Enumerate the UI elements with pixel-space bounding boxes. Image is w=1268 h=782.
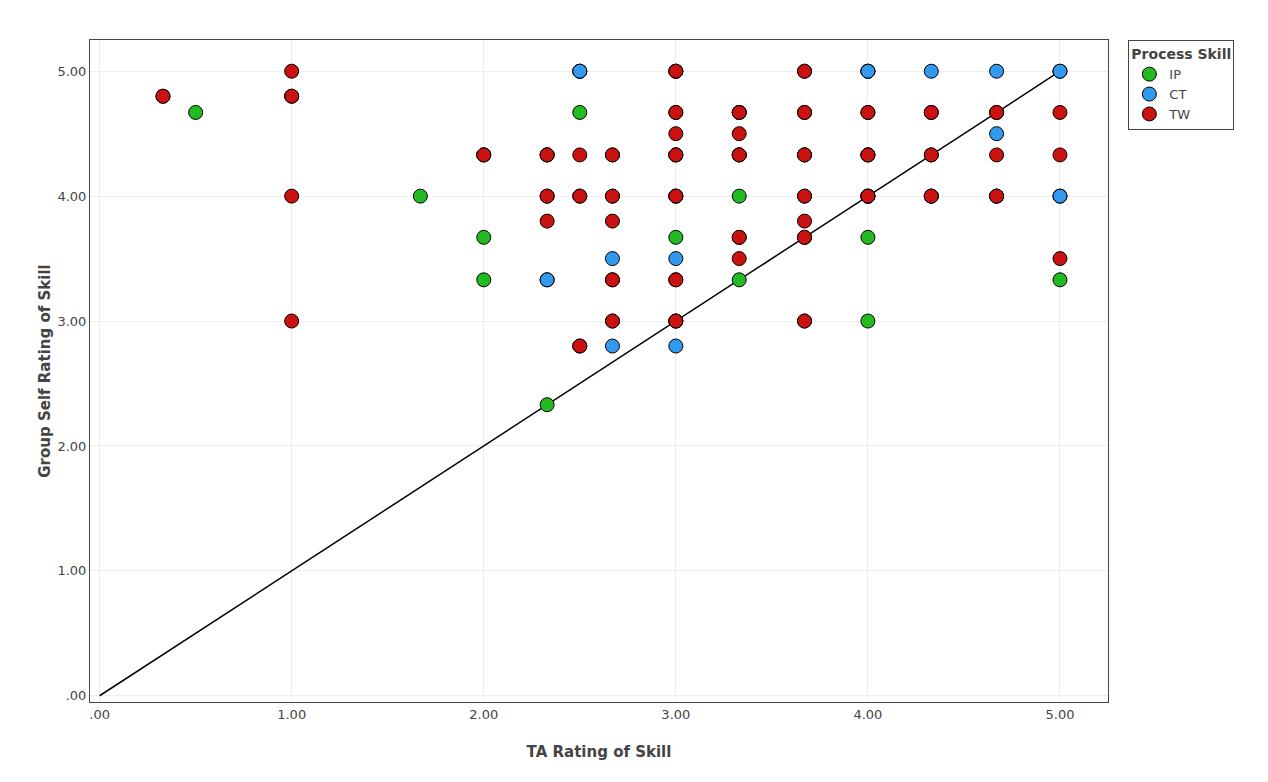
svg-text:2.00: 2.00 xyxy=(57,438,86,453)
svg-text:5.00: 5.00 xyxy=(1046,707,1075,722)
svg-text:.00: .00 xyxy=(66,688,87,703)
svg-text:4.00: 4.00 xyxy=(853,707,882,722)
svg-text:4.00: 4.00 xyxy=(57,189,86,204)
svg-text:TW: TW xyxy=(1168,107,1190,122)
svg-text:3.00: 3.00 xyxy=(57,314,86,329)
svg-text:IP: IP xyxy=(1169,67,1181,82)
svg-text:Group Self Rating of Skill: Group Self Rating of Skill xyxy=(36,264,54,477)
svg-text:5.00: 5.00 xyxy=(57,64,86,79)
svg-text:2.00: 2.00 xyxy=(469,707,498,722)
svg-text:1.00: 1.00 xyxy=(57,563,86,578)
svg-text:3.00: 3.00 xyxy=(661,707,690,722)
svg-text:CT: CT xyxy=(1169,87,1186,102)
svg-text:Process Skill: Process Skill xyxy=(1131,46,1231,62)
svg-text:1.00: 1.00 xyxy=(277,707,306,722)
svg-text:TA Rating of Skill: TA Rating of Skill xyxy=(527,743,672,761)
svg-text:.00: .00 xyxy=(89,707,110,722)
